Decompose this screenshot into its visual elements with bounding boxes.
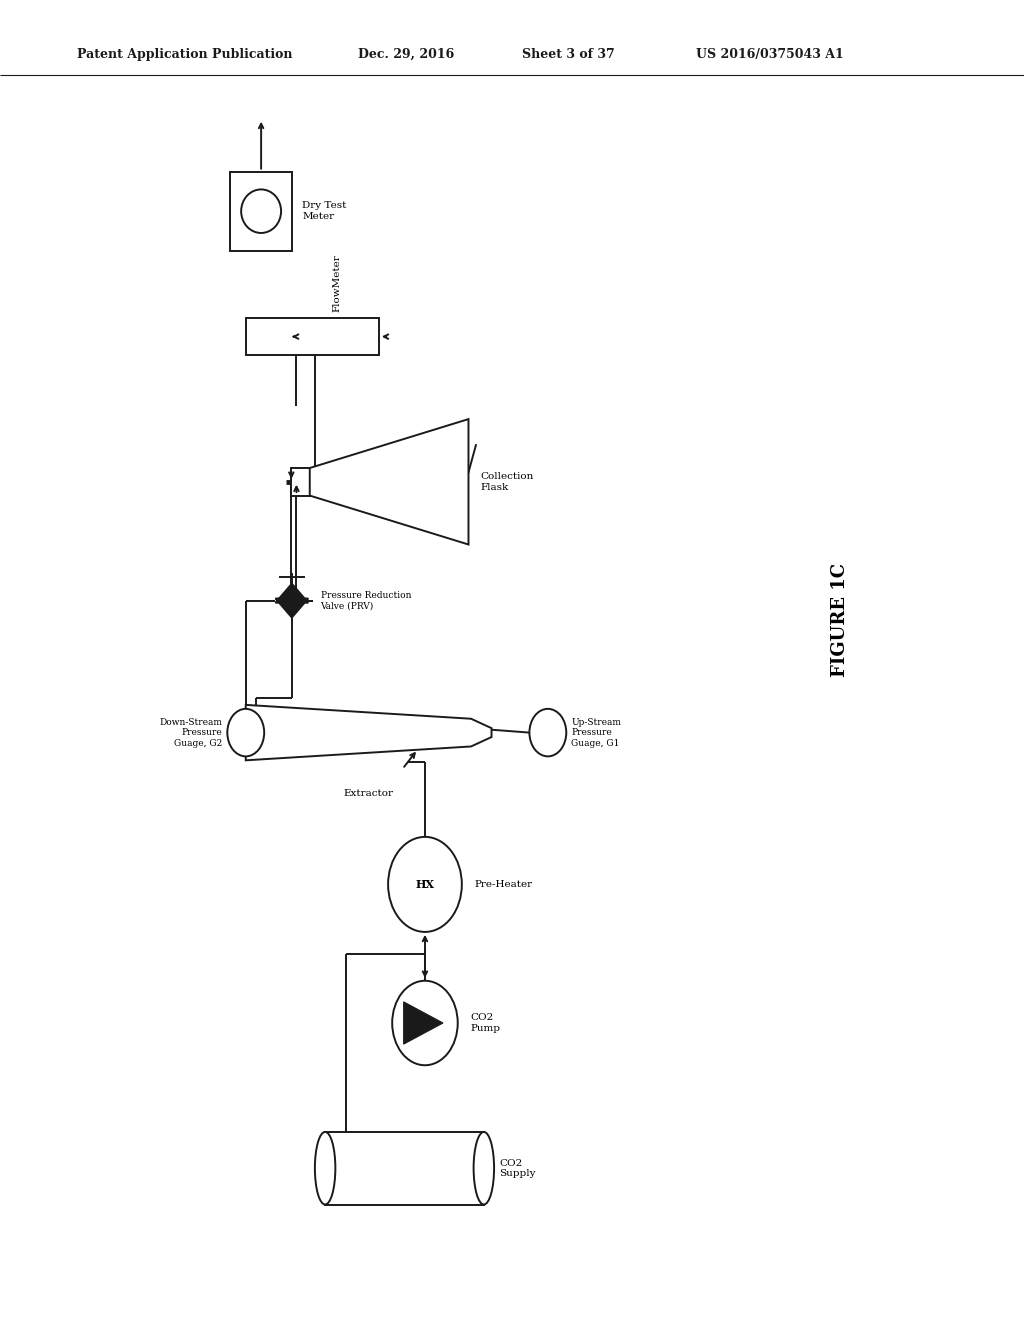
- Polygon shape: [275, 583, 308, 603]
- Ellipse shape: [242, 190, 281, 232]
- Text: Dry Test
Meter: Dry Test Meter: [302, 202, 346, 220]
- Circle shape: [388, 837, 462, 932]
- Polygon shape: [309, 420, 469, 544]
- Text: FIGURE 1C: FIGURE 1C: [830, 564, 849, 677]
- Polygon shape: [403, 1002, 443, 1044]
- Text: Dec. 29, 2016: Dec. 29, 2016: [358, 48, 455, 61]
- Text: Patent Application Publication: Patent Application Publication: [77, 48, 292, 61]
- Polygon shape: [246, 705, 492, 760]
- Text: Sheet 3 of 37: Sheet 3 of 37: [522, 48, 615, 61]
- Text: US 2016/0375043 A1: US 2016/0375043 A1: [696, 48, 844, 61]
- Bar: [291, 469, 309, 495]
- Circle shape: [227, 709, 264, 756]
- Ellipse shape: [473, 1131, 495, 1204]
- Ellipse shape: [315, 1131, 336, 1204]
- Text: HX: HX: [416, 879, 434, 890]
- Text: Collection
Flask: Collection Flask: [481, 473, 535, 491]
- Text: CO2
Supply: CO2 Supply: [500, 1159, 536, 1177]
- Text: Up-Stream
Pressure
Guage, G1: Up-Stream Pressure Guage, G1: [571, 718, 622, 747]
- Circle shape: [392, 981, 458, 1065]
- Text: Extractor: Extractor: [344, 789, 393, 799]
- Polygon shape: [275, 598, 308, 618]
- Text: Pressure Reduction
Valve (PRV): Pressure Reduction Valve (PRV): [321, 591, 411, 610]
- Text: Pre-Heater: Pre-Heater: [474, 880, 532, 888]
- Circle shape: [529, 709, 566, 756]
- Text: Down-Stream
Pressure
Guage, G2: Down-Stream Pressure Guage, G2: [159, 718, 222, 747]
- Bar: [326, 1131, 484, 1204]
- Text: FlowMeter: FlowMeter: [332, 253, 341, 312]
- Bar: [230, 172, 292, 251]
- Bar: [246, 318, 379, 355]
- Text: CO2
Pump: CO2 Pump: [470, 1014, 500, 1032]
